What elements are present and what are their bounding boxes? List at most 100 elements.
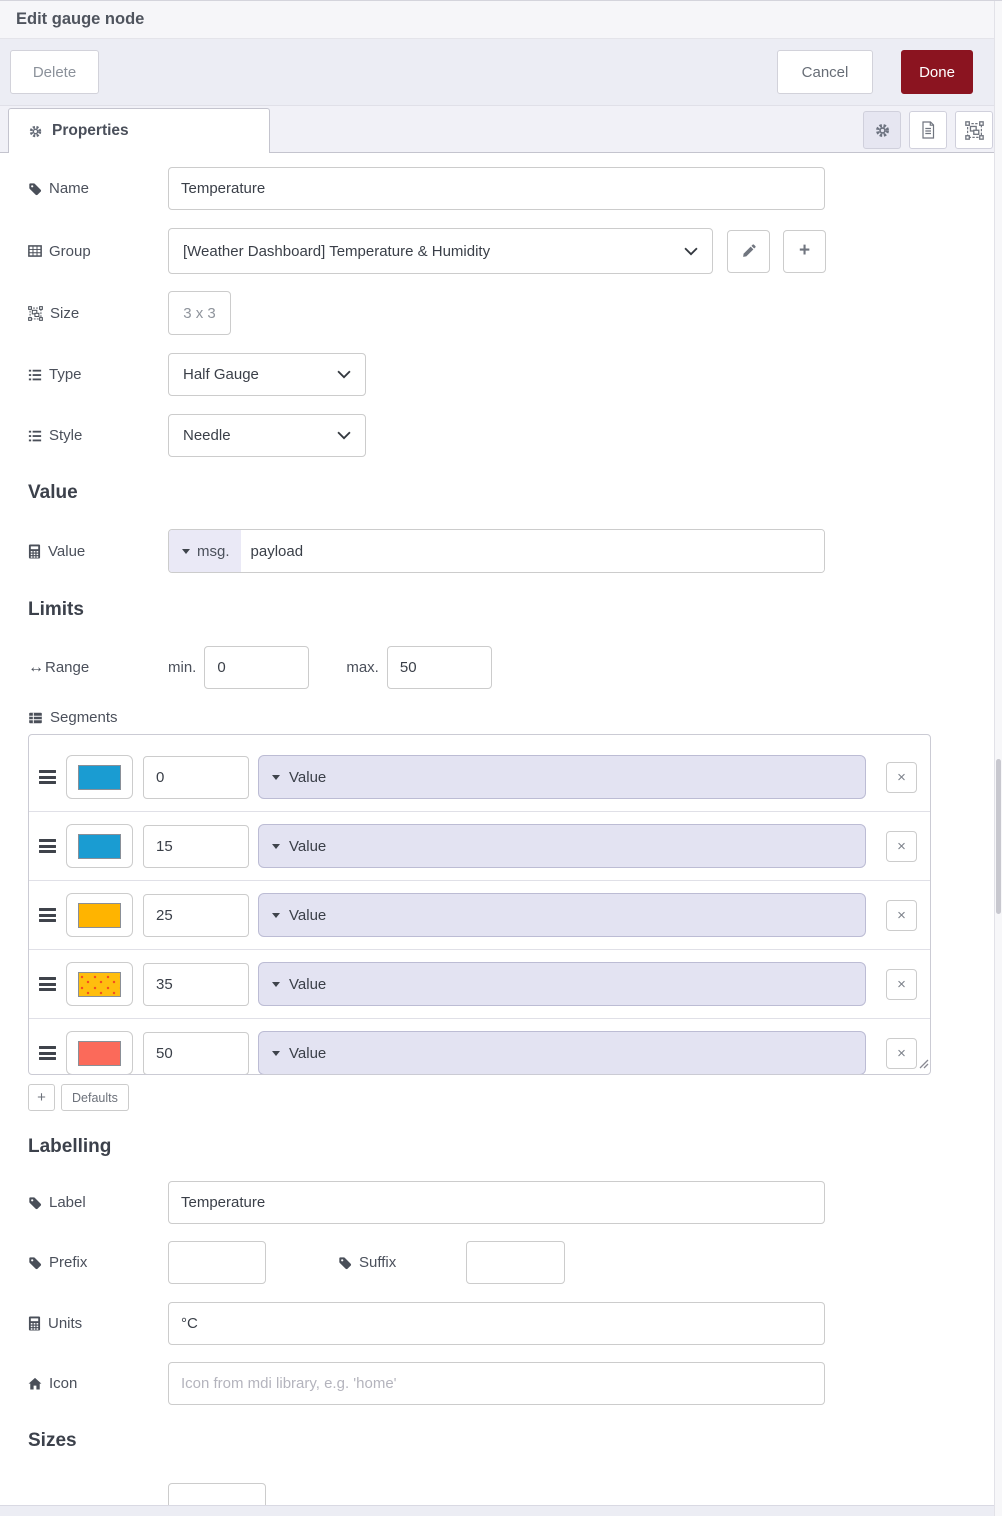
size-button[interactable]: 3 x 3 [168, 291, 231, 335]
close-icon: × [897, 906, 906, 924]
chevron-down-icon [337, 370, 351, 379]
drag-handle-icon[interactable] [39, 977, 56, 991]
drag-handle-icon[interactable] [39, 1046, 56, 1060]
home-icon [28, 1377, 42, 1391]
segment-color-button[interactable] [66, 755, 133, 799]
segment-value-input[interactable] [143, 1031, 249, 1074]
table-icon [28, 244, 42, 258]
type-select[interactable]: Half Gauge [168, 353, 366, 396]
value-property-input[interactable] [240, 530, 824, 572]
segment-type-dropdown[interactable]: Value [258, 1031, 866, 1074]
node-description-button[interactable] [909, 111, 947, 149]
chevron-down-icon [684, 247, 698, 256]
color-swatch [78, 971, 121, 997]
tab-properties[interactable]: Properties [8, 108, 270, 153]
remove-segment-button[interactable]: × [886, 1037, 917, 1069]
segment-value-input[interactable] [143, 962, 249, 1006]
segment-value-input[interactable] [143, 755, 249, 799]
color-swatch [78, 833, 121, 859]
tag-icon [28, 1196, 42, 1210]
sizes-section-heading: Sizes [28, 1430, 77, 1451]
segment-row: Value × [29, 812, 930, 881]
style-select[interactable]: Needle [168, 414, 366, 457]
name-row: Name [28, 167, 1002, 210]
caret-down-icon [182, 548, 190, 554]
suffix-input[interactable] [466, 1241, 566, 1284]
scrollbar-thumb[interactable] [996, 759, 1001, 914]
close-icon: × [897, 768, 906, 786]
value-section-heading: Value [28, 482, 78, 503]
segment-color-button[interactable] [66, 893, 133, 937]
icon-label: Icon [28, 1375, 168, 1392]
msg-type-label: msg. [197, 542, 230, 560]
units-input[interactable] [168, 1302, 825, 1345]
done-button[interactable]: Done [901, 50, 973, 94]
label-row: Label [28, 1181, 1002, 1224]
caret-down-icon [272, 981, 280, 987]
color-swatch [78, 764, 121, 790]
labelling-section-heading: Labelling [28, 1136, 112, 1157]
th-list-icon [28, 711, 43, 725]
segments-actions: + Defaults [28, 1084, 1002, 1111]
range-min-input[interactable] [204, 646, 310, 689]
scrollbar-track[interactable] [994, 1, 1002, 1516]
remove-segment-button[interactable]: × [886, 761, 917, 793]
tag-icon [28, 182, 42, 196]
msg-type-dropdown[interactable]: msg. [169, 530, 241, 572]
calculator-icon [28, 544, 41, 559]
remove-segment-button[interactable]: × [886, 830, 917, 862]
defaults-button[interactable]: Defaults [61, 1084, 129, 1111]
dialog-title: Edit gauge node [16, 10, 145, 28]
units-row: Units [28, 1302, 1002, 1345]
gear-icon [874, 122, 891, 139]
range-max-input[interactable] [386, 646, 492, 689]
name-input[interactable] [168, 167, 825, 210]
segment-type-dropdown[interactable]: Value [258, 893, 866, 937]
caret-down-icon [272, 912, 280, 918]
value-label: Value [28, 543, 168, 560]
delete-button[interactable]: Delete [10, 50, 99, 94]
type-label: Type [28, 366, 168, 383]
remove-segment-button[interactable]: × [886, 968, 917, 1000]
size-label: Size [28, 305, 168, 322]
segment-value-input[interactable] [143, 893, 249, 937]
document-icon [920, 121, 936, 139]
caret-down-icon [272, 843, 280, 849]
edit-group-button[interactable] [727, 229, 770, 273]
object-group-icon [28, 305, 43, 321]
prefix-label: Prefix [28, 1254, 168, 1271]
object-group-icon [964, 120, 984, 140]
segment-type-dropdown[interactable]: Value [258, 824, 866, 868]
remove-segment-button[interactable]: × [886, 899, 917, 931]
group-select[interactable]: [Weather Dashboard] Temperature & Humidi… [168, 228, 713, 274]
name-label: Name [28, 180, 168, 197]
segment-color-button[interactable] [66, 962, 133, 1006]
node-appearance-button[interactable] [955, 111, 993, 149]
label-input[interactable] [168, 1181, 825, 1224]
cancel-button[interactable]: Cancel [777, 50, 873, 94]
segment-type-dropdown[interactable]: Value [258, 962, 866, 1006]
segment-color-button[interactable] [66, 824, 133, 868]
segment-color-button[interactable] [66, 1031, 133, 1074]
drag-handle-icon[interactable] [39, 770, 56, 784]
chevron-down-icon [337, 431, 351, 440]
range-row: ↔ Range min. max. [28, 646, 1002, 689]
arrows-horizontal-icon: ↔ [28, 658, 44, 676]
properties-form: Name Group [Weather Dashboard] Temperatu… [0, 167, 1002, 1516]
drag-handle-icon[interactable] [39, 839, 56, 853]
segment-value-input[interactable] [143, 824, 249, 868]
type-row: Type Half Gauge [28, 353, 1002, 396]
add-segment-button[interactable]: + [28, 1084, 55, 1111]
icon-input[interactable] [168, 1362, 825, 1405]
plus-icon: + [798, 240, 811, 261]
node-properties-button[interactable] [863, 111, 901, 149]
group-label: Group [28, 243, 168, 260]
tab-bar: Properties [0, 106, 1002, 153]
resize-handle[interactable] [916, 1056, 929, 1073]
prefix-input[interactable] [168, 1241, 266, 1284]
drag-handle-icon[interactable] [39, 908, 56, 922]
dialog-header: Edit gauge node [0, 1, 1002, 39]
segments-list: Value × Value × [28, 734, 931, 1075]
segment-type-dropdown[interactable]: Value [258, 755, 866, 799]
add-group-button[interactable]: + [783, 229, 826, 273]
